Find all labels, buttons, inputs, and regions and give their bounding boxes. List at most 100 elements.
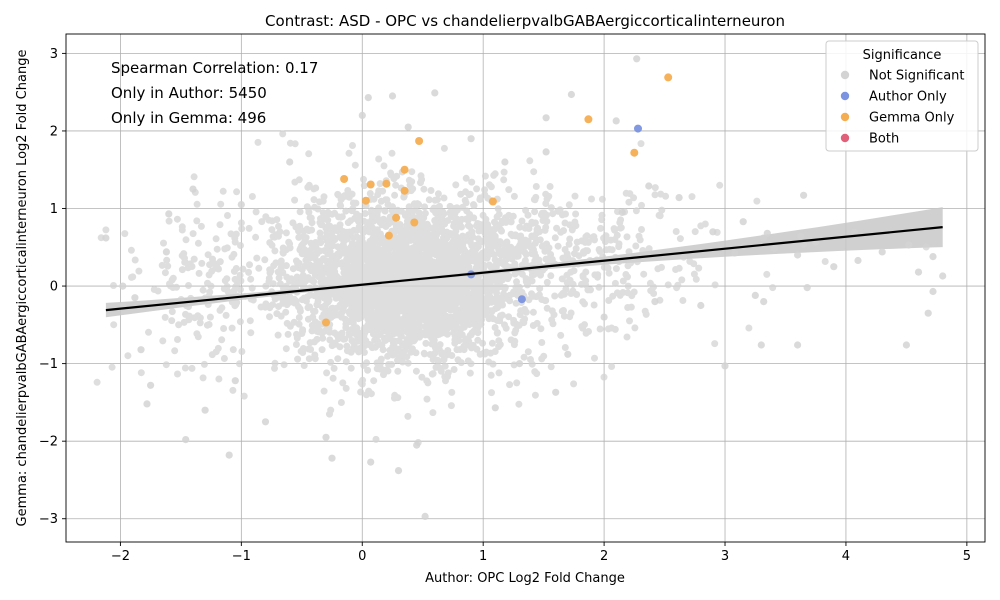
point-not-significant-outliers <box>697 301 705 310</box>
point-gemma-only <box>382 179 391 188</box>
y-tick-label: 0 <box>50 280 58 295</box>
point-not-significant-outliers <box>322 433 330 441</box>
legend-marker-not-significant <box>840 70 850 80</box>
point-not-significant-outliers <box>803 284 811 292</box>
point-not-significant-outliers <box>905 241 913 249</box>
point-not-significant-outliers <box>939 272 947 280</box>
point-not-significant-outliers <box>102 234 110 242</box>
point-gemma-only <box>392 213 401 222</box>
point-not-significant-outliers <box>431 89 439 97</box>
x-axis-ticks: −2 −1 0 1 2 3 4 5 <box>111 542 971 564</box>
y-tick-label: −1 <box>39 357 58 372</box>
point-not-significant-outliers <box>612 117 620 125</box>
point-gemma-only <box>366 180 375 189</box>
point-not-significant-outliers <box>225 451 233 459</box>
legend-label-both: Both <box>869 132 899 147</box>
point-not-significant-outliers <box>394 467 403 475</box>
point-not-significant-outliers <box>501 158 509 166</box>
point-gemma-only <box>664 73 673 82</box>
point-gemma-only <box>384 231 393 240</box>
point-not-significant-outliers <box>645 182 653 190</box>
point-not-significant-outliers <box>800 191 808 199</box>
point-not-significant-outliers <box>137 346 145 354</box>
point-not-significant-outliers <box>564 350 572 358</box>
point-not-significant-outliers <box>515 360 524 368</box>
point-not-significant-outliers <box>388 92 397 100</box>
point-gemma-only <box>400 186 409 195</box>
x-tick-label: 4 <box>842 549 850 564</box>
legend-label-not-significant: Not Significant <box>869 69 965 84</box>
point-not-significant-outliers <box>854 256 862 265</box>
point-not-significant-outliers <box>261 418 270 426</box>
legend-marker-both <box>840 133 850 143</box>
x-tick-label: −1 <box>232 549 251 564</box>
point-not-significant-outliers <box>231 377 239 385</box>
x-tick-label: −2 <box>111 549 130 564</box>
point-not-significant-outliers <box>794 341 802 349</box>
point-not-significant-outliers <box>162 248 170 256</box>
point-not-significant-outliers <box>929 253 937 261</box>
point-gemma-only <box>415 137 424 145</box>
x-tick-label: 5 <box>963 549 971 564</box>
legend-label-gemma-only: Gemma Only <box>869 111 955 126</box>
point-not-significant-outliers <box>328 454 336 462</box>
point-not-significant-outliers <box>902 341 911 349</box>
y-tick-label: 2 <box>50 124 58 139</box>
legend-entries: Not Significant Author Only Gemma Only Both <box>840 69 965 147</box>
point-gemma-only <box>322 318 330 327</box>
point-not-significant-outliers <box>709 228 717 236</box>
point-not-significant-outliers <box>929 287 937 296</box>
annotation-gemma-only: Only in Gemma: 496 <box>111 109 266 127</box>
regression-layer <box>105 226 943 312</box>
point-gemma-only <box>361 196 370 205</box>
x-tick-label: 2 <box>600 549 608 564</box>
point-gemma-only <box>340 175 349 183</box>
legend-marker-gemma-only <box>840 112 850 122</box>
x-axis-label: Author: OPC Log2 Fold Change <box>425 571 625 586</box>
chart-title: Contrast: ASD - OPC vs chandelierpvalbGA… <box>265 12 785 30</box>
point-not-significant-outliers <box>237 201 245 209</box>
point-not-significant-outliers <box>119 282 127 290</box>
annotation-spearman: Spearman Correlation: 0.17 <box>111 59 318 77</box>
data-points <box>102 55 947 521</box>
point-gemma-only <box>584 115 593 124</box>
point-not-significant-outliers <box>404 123 412 131</box>
annotation-author-only: Only in Author: 5450 <box>111 84 267 102</box>
point-not-significant-outliers <box>143 400 151 408</box>
point-not-significant-outliers <box>675 194 683 202</box>
point-not-significant-outliers <box>633 55 641 63</box>
point-gemma-only <box>410 218 419 227</box>
point-not-significant-outliers <box>763 229 771 237</box>
point-gemma-only <box>488 197 497 206</box>
point-not-significant-outliers <box>542 148 550 156</box>
regression-line <box>105 226 943 312</box>
point-not-significant-outliers <box>542 114 550 122</box>
point-not-significant-outliers <box>721 362 729 370</box>
y-axis-ticks: −3 −2 −1 0 1 2 3 <box>39 47 66 527</box>
point-not-significant-outliers <box>421 512 429 521</box>
legend: Significance Not Significant Author Only G… <box>825 40 979 152</box>
point-not-significant-outliers <box>165 210 173 218</box>
point-not-significant-outliers <box>567 90 576 99</box>
point-not-significant-outliers <box>367 458 375 466</box>
plot-frame <box>65 33 986 543</box>
x-tick-label: 0 <box>358 549 366 564</box>
point-not-significant-outliers <box>600 313 608 321</box>
not-significant-cloud <box>93 130 930 446</box>
y-axis-label: Gemma: chandelierpvalbGABAergiccorticali… <box>15 50 30 527</box>
y-tick-label: −2 <box>39 435 58 450</box>
point-not-significant-outliers <box>189 185 197 193</box>
point-not-significant-outliers <box>618 208 626 216</box>
point-not-significant-outliers <box>651 298 659 306</box>
point-not-significant-outliers <box>760 298 768 306</box>
x-tick-label: 1 <box>479 549 487 564</box>
point-not-significant-outliers <box>358 111 366 119</box>
y-tick-label: 1 <box>50 202 58 217</box>
y-tick-label: 3 <box>50 47 58 62</box>
point-not-significant-outliers <box>914 268 923 276</box>
legend-box <box>825 40 979 152</box>
point-not-significant-outliers <box>878 248 886 256</box>
point-not-significant-outliers <box>201 406 209 414</box>
legend-marker-author-only <box>840 91 850 101</box>
